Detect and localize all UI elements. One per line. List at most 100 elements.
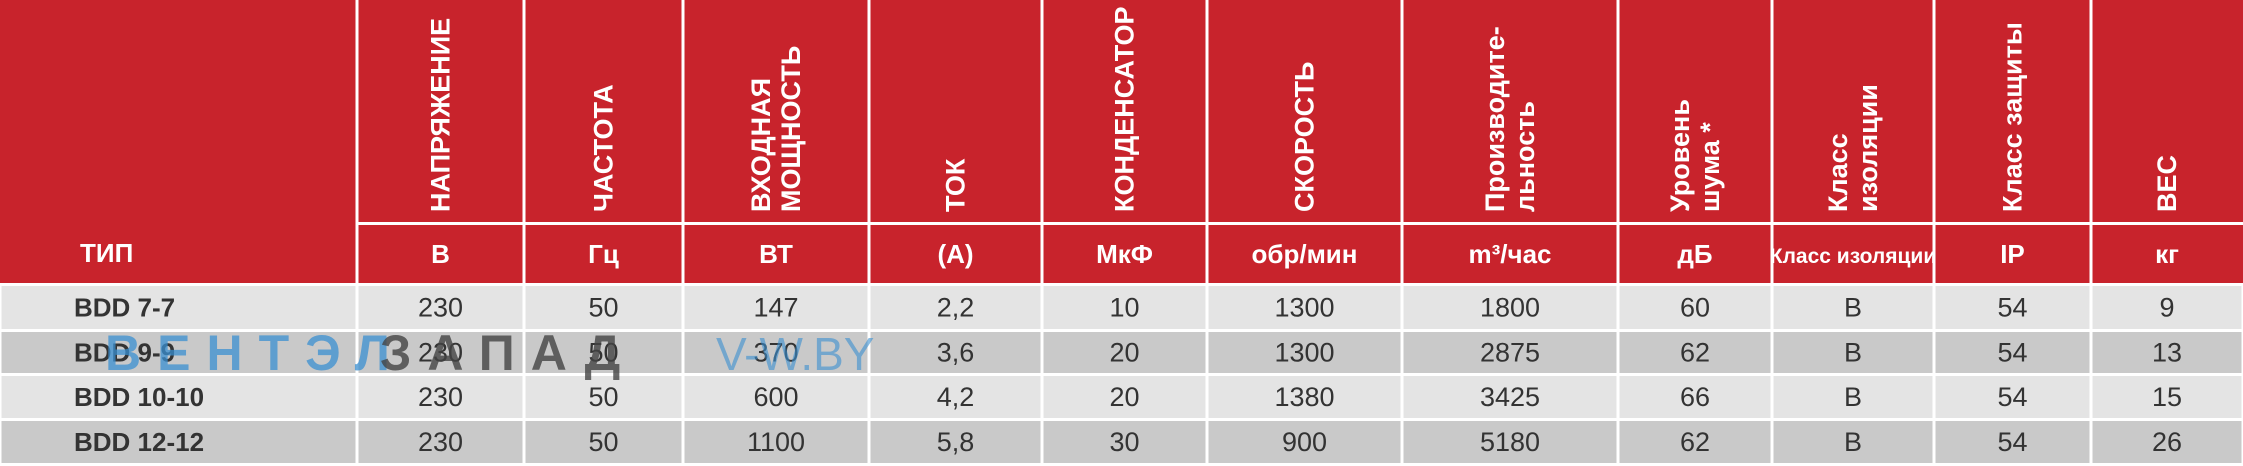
row-bg <box>1773 421 1933 463</box>
row-bg <box>2092 376 2242 418</box>
cell: 5,8 <box>937 427 975 457</box>
column-header: Уровень <box>1665 99 1695 212</box>
cell: 3425 <box>1480 382 1540 412</box>
header-bg <box>0 0 2243 283</box>
cell: 26 <box>2152 427 2182 457</box>
row-bg <box>1 332 356 373</box>
cell: 230 <box>418 338 463 368</box>
column-header: МОЩНОСТЬ <box>776 46 806 212</box>
col-sep <box>522 0 526 466</box>
cell: 2875 <box>1480 338 1540 368</box>
unit: обр/мин <box>1252 239 1358 269</box>
cell: 54 <box>1997 382 2027 412</box>
row-bg <box>2092 332 2242 373</box>
cell: 50 <box>588 427 618 457</box>
row-sep <box>357 222 2243 225</box>
row-bg <box>1043 332 1206 373</box>
column-header: СКОРОСТЬ <box>1290 62 1320 212</box>
cell: 62 <box>1680 338 1710 368</box>
row-bg <box>1208 286 1401 329</box>
column-header: Класс защиты <box>1998 22 2028 212</box>
cell: 50 <box>588 382 618 412</box>
row-bg <box>525 332 682 373</box>
cell: 5180 <box>1480 427 1540 457</box>
cell: 1800 <box>1480 293 1540 323</box>
row-bg <box>1 286 356 329</box>
unit: IP <box>2000 239 2025 269</box>
cell: 15 <box>2152 382 2182 412</box>
row-bg <box>684 286 868 329</box>
cell: 4,2 <box>937 382 975 412</box>
row-bg <box>358 376 523 418</box>
col-sep <box>681 0 685 466</box>
cell: 370 <box>753 338 798 368</box>
cell: B <box>1844 338 1862 368</box>
unit: Класс изоляции <box>1770 245 1936 268</box>
cell: 1100 <box>747 427 805 457</box>
row-bg <box>1043 421 1206 463</box>
row-bg <box>525 376 682 418</box>
col-sep <box>1205 0 1209 466</box>
cell: 3,6 <box>937 338 975 368</box>
row-bg <box>870 286 1041 329</box>
watermark-site: V-W.BY <box>716 328 874 380</box>
column-header: изоляции <box>1853 84 1883 212</box>
cell: 20 <box>1109 338 1139 368</box>
column-header: ЧАСТОТА <box>589 84 619 212</box>
row-bg <box>1935 332 2090 373</box>
type-name: BDD 12-12 <box>74 427 204 457</box>
column-header: КОНДЕНСАТОР <box>1110 6 1140 212</box>
unit: МкФ <box>1096 239 1153 269</box>
row-bg <box>870 332 1041 373</box>
cell: 230 <box>418 382 463 412</box>
unit: дБ <box>1677 239 1712 269</box>
column-header: Класс <box>1823 133 1853 212</box>
row-bg <box>1619 286 1771 329</box>
row-bg <box>358 286 523 329</box>
row-bg <box>1935 286 2090 329</box>
row-bg <box>1403 286 1617 329</box>
cell: 60 <box>1680 293 1710 323</box>
row-bg <box>684 376 868 418</box>
row-bg <box>1403 376 1617 418</box>
cell: 50 <box>588 293 618 323</box>
col-sep <box>355 0 359 466</box>
row-bg <box>525 286 682 329</box>
row-bg <box>1 376 356 418</box>
row-bg <box>1043 286 1206 329</box>
row-bg <box>684 332 868 373</box>
row-bg <box>870 376 1041 418</box>
unit: В <box>431 239 450 269</box>
column-header: ТОК <box>941 158 971 212</box>
cell: 2,2 <box>937 293 975 323</box>
col-sep <box>1040 0 1044 466</box>
cell: 50 <box>588 338 618 368</box>
row-bg <box>2092 421 2242 463</box>
column-header: НАПРЯЖЕНИЕ <box>426 18 456 212</box>
cell: 1300 <box>1274 293 1334 323</box>
row-bg <box>358 421 523 463</box>
row-bg <box>1043 376 1206 418</box>
watermark-brand: ЗАПАД <box>380 325 636 381</box>
column-header: Производите- <box>1480 26 1510 212</box>
column-header: льность <box>1510 101 1540 212</box>
cell: 54 <box>1997 293 2027 323</box>
row-bg <box>1619 332 1771 373</box>
column-header: ВХОДНАЯ <box>746 78 776 212</box>
cell: 62 <box>1680 427 1710 457</box>
col-sep <box>1770 0 1774 466</box>
row-bg <box>1 421 356 463</box>
type-name: BDD 7-7 <box>74 293 175 323</box>
cell: 9 <box>2159 293 2174 323</box>
row-bg <box>1773 332 1933 373</box>
cell: 1300 <box>1274 338 1334 368</box>
cell: 147 <box>753 293 798 323</box>
row-bg <box>1773 286 1933 329</box>
cell: 13 <box>2152 338 2182 368</box>
unit: m³/час <box>1468 239 1551 269</box>
row-bg <box>1208 421 1401 463</box>
row-bg <box>1619 421 1771 463</box>
col-sep <box>2089 0 2093 466</box>
row-bg <box>1403 332 1617 373</box>
